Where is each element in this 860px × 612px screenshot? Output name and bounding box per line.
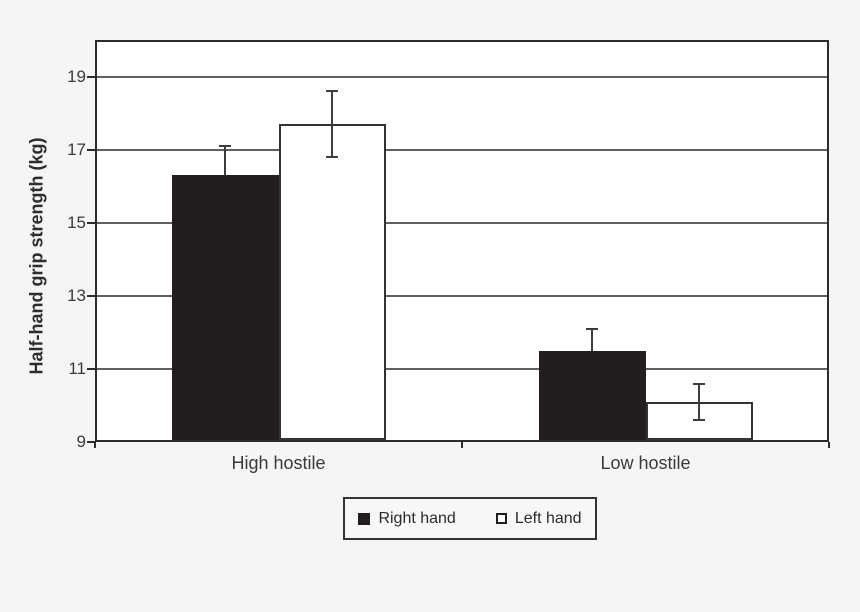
gridline-11 — [95, 367, 829, 370]
bar-left-hand-high-hostile — [278, 124, 386, 440]
legend: Right hand Left hand — [343, 497, 597, 540]
error-bar-cap-top — [586, 327, 598, 330]
gridline-13 — [95, 294, 829, 297]
legend-item-left-hand: Left hand — [495, 509, 582, 528]
error-bar-cap-top — [219, 144, 231, 147]
y-tick-13 — [87, 294, 95, 297]
y-tick-label-17: 17 — [67, 139, 86, 159]
error-bar-cap-bottom — [326, 155, 338, 158]
x-category-label-high-hostile: High hostile — [231, 453, 326, 473]
gridline-19 — [95, 75, 829, 78]
legend-label-left-hand: Left hand — [514, 509, 582, 527]
legend-item-right-hand: Right hand — [358, 509, 456, 528]
bar-right-hand-low-hostile — [538, 350, 646, 440]
error-bar-line — [224, 145, 226, 176]
error-bar-cap-top — [326, 90, 338, 93]
y-tick-label-19: 19 — [67, 66, 86, 86]
y-tick-label-11: 11 — [68, 358, 86, 378]
y-axis-title: Half-hand grip strength (kg) — [26, 137, 47, 375]
x-boundary-tick-2 — [828, 442, 830, 448]
y-tick-label-15: 15 — [67, 212, 86, 232]
bar-right-hand-high-hostile — [171, 175, 279, 440]
error-bar-line — [331, 91, 333, 157]
error-bar-line — [698, 383, 700, 421]
x-category-label-low-hostile: Low hostile — [600, 453, 691, 473]
y-tick-9 — [87, 441, 95, 443]
x-boundary-tick-0 — [94, 442, 96, 448]
left-hand-swatch-icon — [495, 513, 507, 524]
gridline-15 — [95, 221, 829, 224]
x-boundary-tick-1 — [461, 442, 463, 448]
y-tick-11 — [87, 367, 95, 370]
legend-label-right-hand: Right hand — [378, 509, 456, 527]
right-hand-swatch-icon — [358, 512, 371, 525]
error-bar-cap-bottom — [693, 419, 705, 422]
y-tick-label-9: 9 — [76, 432, 86, 451]
gridline-17 — [95, 148, 829, 151]
y-tick-17 — [87, 148, 95, 151]
y-tick-15 — [87, 221, 95, 224]
error-bar-line — [591, 328, 593, 351]
y-tick-label-13: 13 — [67, 285, 86, 305]
y-tick-19 — [87, 75, 95, 78]
error-bar-cap-top — [693, 382, 705, 385]
